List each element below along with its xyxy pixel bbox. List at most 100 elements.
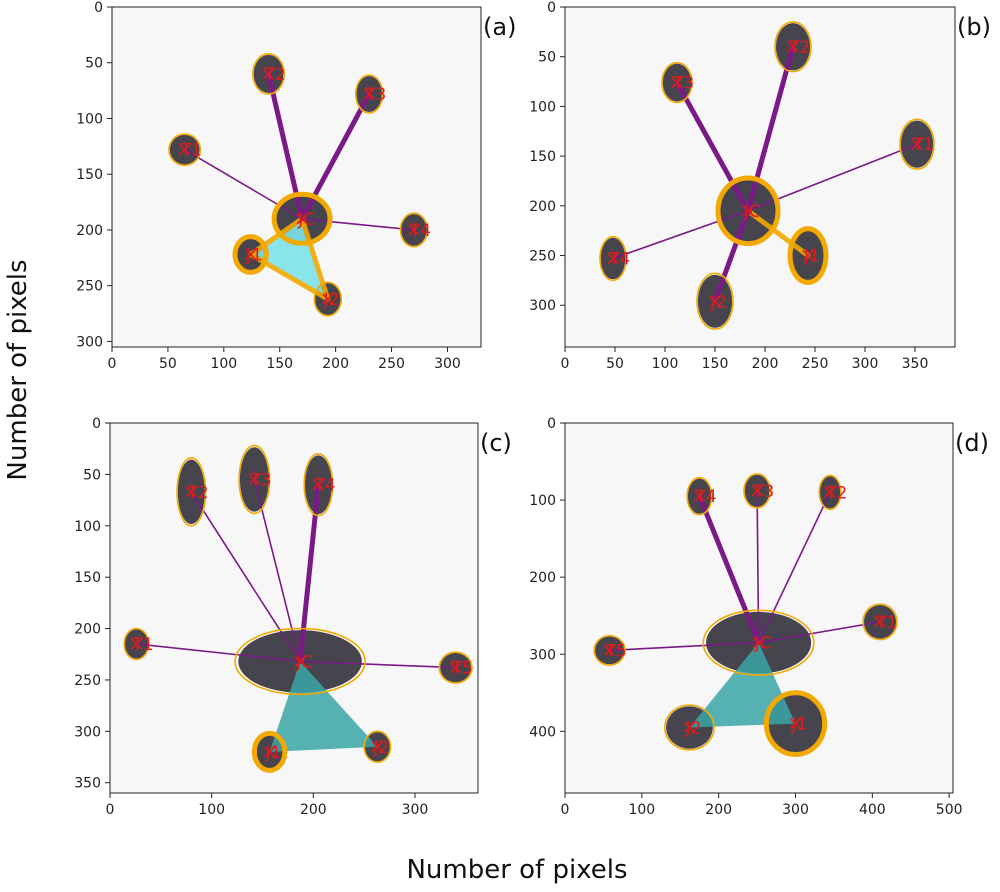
y-tick-label: 100 [529,99,556,115]
label-J1: J1 [246,245,263,265]
marker-J2 [322,293,334,305]
y-tick-label: 350 [74,776,101,792]
ellipse-T5 [593,634,626,666]
y-tick-label: 300 [74,724,101,740]
ellipse-J1 [787,226,829,285]
x-tick-label: 250 [802,356,829,372]
x-tick-label: 0 [561,356,570,372]
ellipse-J1 [763,690,828,757]
plot-area: T1 T2 T3 T4 T5 J1 J2 JC [123,444,473,773]
x-tick-label: 350 [902,356,929,372]
x-tick-label: 0 [106,802,115,818]
marker-JC [753,637,765,649]
x-tick-label: 300 [782,802,809,818]
panel-3: T1 T2 T3 T4 T5 J1 J2 JC 0 100 200 300 400 500 0 100 200 3… [529,416,989,818]
ellipse-T3 [354,74,384,114]
link-T4 [612,210,749,260]
link-T2 [745,44,796,214]
label-T3: T3 [672,74,694,94]
ellipse-T4 [399,212,429,248]
y-tick-label: 150 [76,167,103,183]
label-T3: T3 [364,85,386,105]
y-tick-label: 100 [76,111,103,127]
marker-T2 [262,68,275,80]
link-T2 [190,491,301,663]
marker-J2 [371,741,383,753]
marker-T1 [179,144,191,156]
ellipse-T2 [774,21,812,73]
label-T1: T1 [180,141,202,161]
x-tick-label: 100 [210,356,237,372]
marker-J1 [802,249,814,262]
label-T2: T2 [264,65,286,85]
x-axis-label: Number of pixels [406,855,627,885]
label-J2: J2 [372,738,389,758]
link-J2 [712,208,751,304]
x-tick-label: 500 [936,802,963,818]
ellipse-T1 [862,603,898,641]
label-T2: T2 [788,38,810,58]
panel-0: T1 T2 T3 T4 J1 J2 JC 0 50 100 150 200 250 300 0 50 100 15… [76,0,516,372]
y-tick-label: 200 [74,622,101,638]
y-tick-label: 200 [76,223,103,239]
marker-T1 [911,138,923,150]
x-tick-label: 250 [378,356,405,372]
x-tick-label: 100 [652,356,679,372]
x-tick-label: 200 [752,356,779,372]
ellipse-T3 [238,444,271,515]
marker-JC [296,213,308,225]
label-T1: T1 [912,135,934,155]
plot-background [112,7,481,347]
x-tick-label: 300 [852,356,879,372]
label-T4: T4 [409,221,431,241]
label-J2: J2 [323,290,340,310]
panel-label: (d) [955,429,989,457]
label-JC: JC [297,210,315,230]
ellipse-T2 [252,53,285,95]
marker-T4 [312,479,324,491]
marker-T4 [607,252,619,265]
link-T3 [674,80,751,214]
panel-label: (c) [480,429,512,457]
label-T1: T1 [131,635,153,655]
label-JC: JC [743,202,761,222]
x-tick-label: 100 [198,802,225,818]
y-tick-label: 0 [547,416,556,432]
link-T1 [183,148,303,220]
panel-label: (b) [957,13,991,41]
x-tick-label: 50 [159,356,177,372]
marker-T5 [450,662,462,674]
label-J1: J1 [803,247,820,267]
ellipse-T4 [686,476,713,516]
ellipse-JC [715,175,781,247]
label-T4: T4 [608,250,630,270]
ellipse-T3 [743,473,771,509]
x-tick-label: 400 [859,802,886,818]
y-tick-label: 100 [74,519,101,535]
y-tick-label: 50 [538,50,556,66]
link-T1 [135,643,301,663]
marker-J2 [683,721,696,734]
marker-T3 [751,485,763,497]
x-tick-label: 50 [606,356,624,372]
y-tick-label: 250 [529,249,556,265]
link-T4 [301,218,415,231]
y-tick-label: 250 [76,279,103,295]
y-tick-label: 0 [94,0,103,16]
marker-T2 [824,486,836,498]
x-tick-label: 200 [300,802,327,818]
plot-frame [109,422,479,794]
ellipse-JC [271,191,333,246]
ellipse-T2 [176,457,207,527]
label-JC: JC [295,652,313,672]
label-T3: T3 [752,482,774,502]
link-T5 [299,660,457,669]
marker-JC [742,205,754,217]
label-J1: J1 [790,715,807,735]
ellipse-JC [234,627,366,696]
ellipse-T5 [438,651,473,684]
plot-area: T1 T2 T3 T4 J1 J2 JC [168,53,431,317]
y-tick-label: 150 [74,570,101,586]
plot-frame [564,422,954,794]
